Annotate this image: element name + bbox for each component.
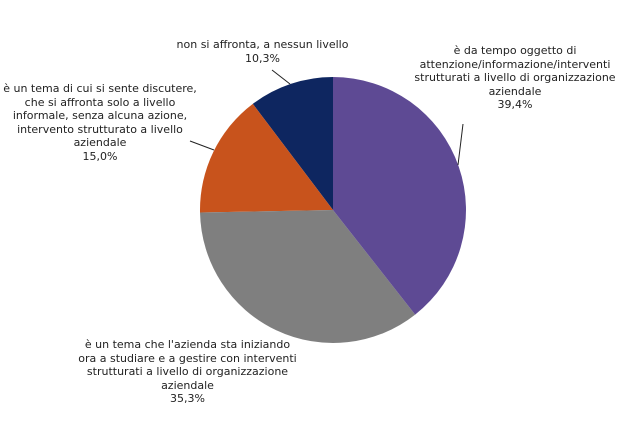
value-label: 15,0% <box>82 149 118 163</box>
slice-label: è un tema di cui si sente discutere, che… <box>0 82 200 163</box>
category-label: non si affronta, a nessun livello <box>176 38 349 51</box>
leader-line <box>271 69 291 85</box>
pie-slice <box>200 103 333 213</box>
value-label: 39,4% <box>497 98 533 111</box>
pie-slice <box>200 210 416 343</box>
slice-label: è un tema che l'azienda sta iniziando or… <box>75 338 300 406</box>
pie-slice <box>333 77 467 315</box>
slice-label: è da tempo oggetto di attenzione/informa… <box>400 44 630 112</box>
pie-slice <box>252 77 333 210</box>
value-label: 35,3% <box>170 392 205 405</box>
category-label: è da tempo oggetto di attenzione/informa… <box>414 44 616 98</box>
category-label: è un tema che l'azienda sta iniziando or… <box>78 338 297 392</box>
slice-label: non si affronta, a nessun livello 10,3% <box>155 38 370 65</box>
leader-line <box>189 140 215 151</box>
leader-line <box>457 123 464 166</box>
value-label: 10,3% <box>245 51 280 65</box>
category-label: è un tema di cui si sente discutere, che… <box>3 82 197 149</box>
